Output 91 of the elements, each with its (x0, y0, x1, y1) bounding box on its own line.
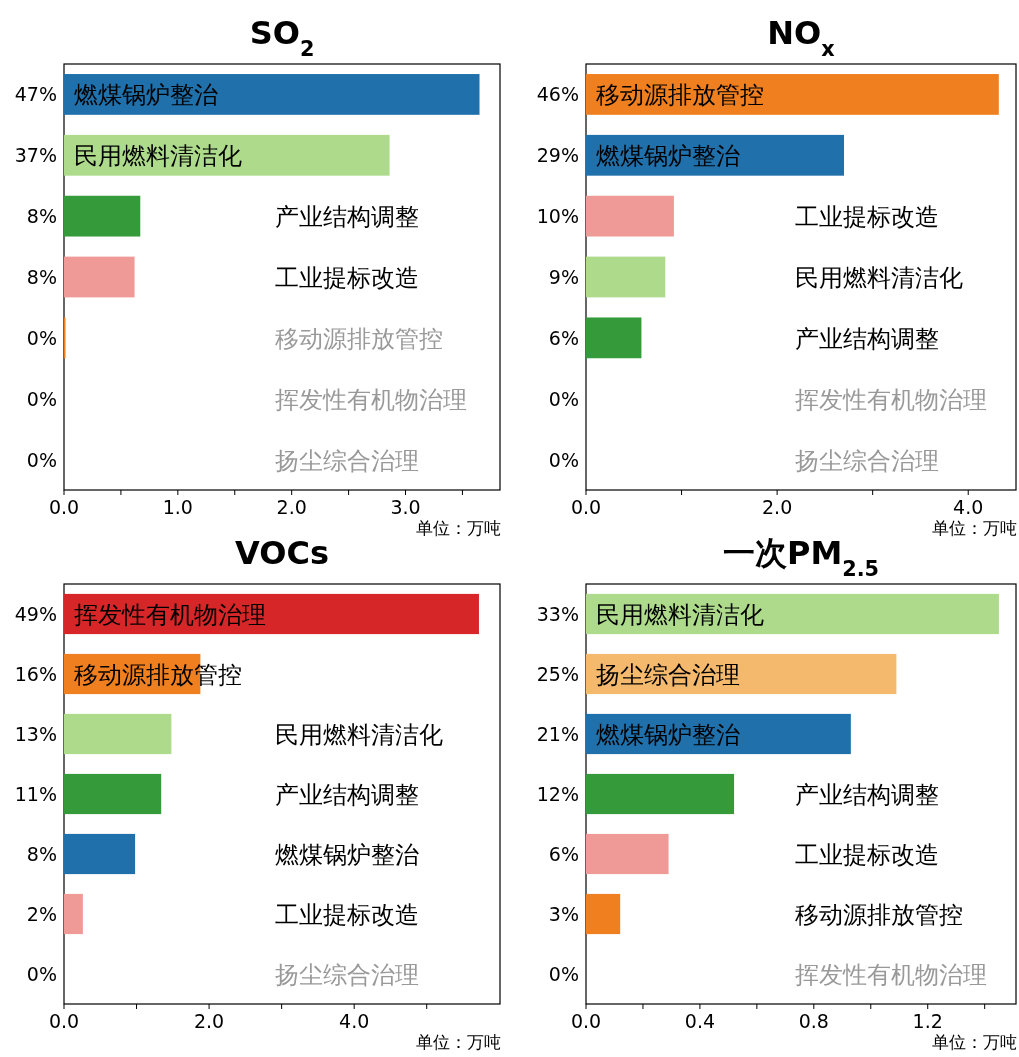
text: 10% (536, 205, 579, 228)
text: 0% (548, 963, 579, 985)
x-tick-label: 2.0 (762, 496, 793, 518)
chart-title: VOCs (235, 534, 329, 572)
x-tick-label: 0.0 (570, 1010, 602, 1032)
x-tick-label: 2.0 (276, 496, 307, 518)
text: 6% (548, 843, 579, 865)
category-label: 挥发性有机物治理 (794, 385, 987, 414)
category-label: 移动源排放管控 (275, 324, 444, 353)
text: 29% (536, 144, 579, 167)
text: 33% (536, 603, 579, 625)
text: 16% (14, 663, 57, 685)
text: 37% (14, 144, 57, 167)
category-label: 燃煤锅炉整治 (596, 721, 740, 749)
bar (586, 893, 621, 935)
text: 8% (26, 843, 57, 865)
category-label: 扬尘综合治理 (596, 661, 740, 689)
x-tick-label: 0.8 (798, 1010, 829, 1032)
x-tick-label: 0.0 (570, 496, 602, 518)
bar (586, 317, 642, 359)
bar (64, 773, 162, 815)
bar (586, 256, 666, 298)
category-label: 民用燃料清洁化 (596, 601, 764, 629)
text: 49% (14, 603, 57, 625)
text: 0% (26, 963, 57, 985)
text: 6% (548, 326, 579, 349)
category-label: 工业提标改造 (275, 901, 420, 929)
x-tick-label: 0.0 (48, 1010, 80, 1032)
category-label: 工业提标改造 (794, 841, 939, 869)
chart-title: SO$_{2}$ (249, 14, 315, 61)
category-label: 扬尘综合治理 (794, 446, 939, 475)
x-axis-title: 单位：万吨 (416, 518, 501, 538)
bar (586, 195, 674, 237)
bar (64, 893, 83, 935)
x-tick-label: 0.4 (684, 1010, 716, 1032)
category-label: 挥发性有机物治理 (794, 961, 987, 989)
category-label: 工业提标改造 (794, 203, 939, 232)
category-label: 扬尘综合治理 (275, 446, 420, 475)
category-label: 民用燃料清洁化 (794, 264, 963, 292)
category-label: 工业提标改造 (275, 264, 420, 292)
text: 9% (548, 266, 579, 288)
chart-title: NO$_{x}$ (767, 14, 836, 61)
x-tick-label: 2.0 (193, 1010, 225, 1032)
x-tick-label: 4.0 (339, 1010, 370, 1032)
text: 3% (548, 903, 579, 925)
text: 25% (536, 663, 579, 685)
text: 13% (14, 723, 57, 745)
text: 0% (26, 326, 57, 349)
x-tick-label: 0.0 (48, 496, 80, 518)
text: 46% (536, 83, 579, 106)
x-axis-title: 单位：万吨 (932, 518, 1017, 538)
text: 8% (26, 266, 57, 288)
category-label: 燃煤锅炉整治 (596, 142, 740, 171)
text: 0% (26, 448, 57, 471)
chart-title: 一次PM$_{2.5}$ (722, 534, 880, 581)
x-tick-label: 3.0 (390, 496, 421, 518)
text: 11% (14, 783, 57, 805)
category-label: 移动源排放管控 (794, 901, 963, 929)
x-tick-label: 1.2 (912, 1010, 943, 1032)
category-label: 产业结构调整 (794, 324, 939, 353)
bar (64, 713, 172, 755)
x-axis-title: 单位：万吨 (932, 1032, 1017, 1052)
text: 8% (26, 205, 57, 228)
category-label: 燃煤锅炉整治 (74, 81, 218, 110)
text: 0% (548, 448, 579, 471)
text: 0% (26, 387, 57, 410)
bar (586, 833, 669, 875)
bar (64, 256, 135, 298)
text: 21% (536, 723, 579, 745)
x-axis-title: 单位：万吨 (416, 1032, 501, 1052)
category-label: 移动源排放管控 (596, 81, 764, 110)
category-label: 挥发性有机物治理 (275, 385, 468, 414)
category-label: 产业结构调整 (275, 781, 420, 809)
text: 12% (536, 783, 579, 805)
text: 47% (14, 83, 57, 106)
text: 0% (548, 387, 579, 410)
category-label: 民用燃料清洁化 (74, 142, 242, 171)
category-label: 产业结构调整 (275, 203, 420, 232)
category-label: 扬尘综合治理 (275, 961, 420, 989)
category-label: 产业结构调整 (794, 781, 939, 809)
bar (64, 74, 480, 115)
x-tick-label: 1.0 (162, 496, 193, 518)
bar (64, 833, 136, 875)
bar (64, 195, 141, 237)
bar (586, 74, 999, 115)
category-label: 民用燃料清洁化 (275, 721, 444, 749)
x-tick-label: 4.0 (953, 496, 984, 518)
category-label: 挥发性有机物治理 (74, 601, 266, 629)
text: 2% (26, 903, 57, 925)
category-label: 燃煤锅炉整治 (275, 841, 420, 869)
bar (586, 773, 735, 815)
